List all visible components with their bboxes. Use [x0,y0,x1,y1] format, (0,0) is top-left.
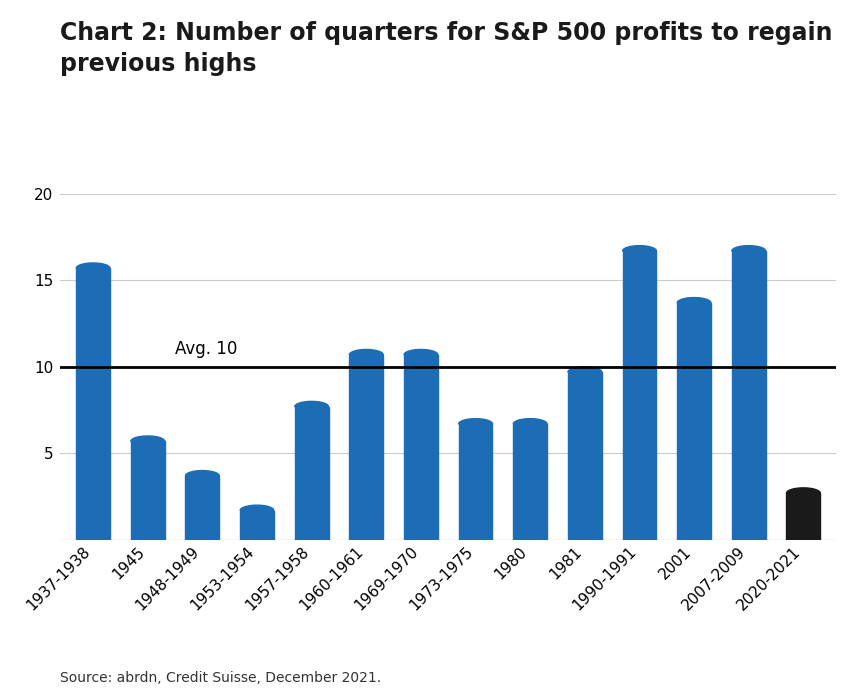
Bar [294,407,328,540]
Polygon shape [240,505,274,511]
Bar [404,355,437,540]
Bar [785,493,820,540]
Polygon shape [185,471,219,476]
Bar [76,268,110,540]
Polygon shape [622,246,655,251]
Polygon shape [404,349,437,355]
Bar [622,251,655,540]
Polygon shape [677,298,710,303]
Text: Chart 2: Number of quarters for S&P 500 profits to regain
previous highs: Chart 2: Number of quarters for S&P 500 … [60,21,832,76]
Polygon shape [349,349,383,355]
Bar [458,424,492,540]
Polygon shape [131,436,164,441]
Polygon shape [731,246,765,251]
Text: Source: abrdn, Credit Suisse, December 2021.: Source: abrdn, Credit Suisse, December 2… [60,671,381,685]
Bar [349,355,383,540]
Bar [677,303,710,540]
Bar [512,424,547,540]
Bar [731,251,765,540]
Text: Avg. 10: Avg. 10 [175,340,237,358]
Bar [185,476,219,540]
Polygon shape [458,419,492,424]
Bar [131,441,164,540]
Polygon shape [76,263,110,268]
Polygon shape [294,401,328,407]
Bar [567,372,601,540]
Polygon shape [785,488,820,493]
Polygon shape [512,419,547,424]
Polygon shape [567,367,601,372]
Bar [240,511,274,540]
